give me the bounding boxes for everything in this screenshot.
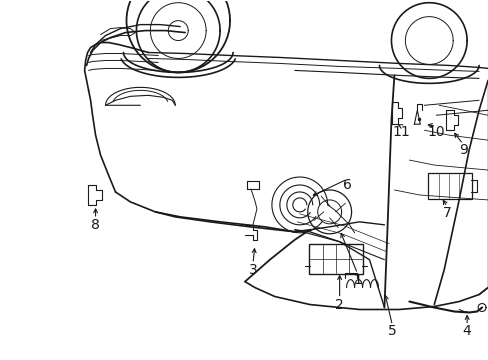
FancyBboxPatch shape <box>427 173 471 199</box>
Text: 9: 9 <box>458 143 467 157</box>
Text: 4: 4 <box>462 324 470 338</box>
Text: 1: 1 <box>352 273 361 287</box>
Text: 11: 11 <box>392 125 409 139</box>
Text: 3: 3 <box>248 263 257 276</box>
FancyBboxPatch shape <box>308 244 362 274</box>
Text: 5: 5 <box>387 324 396 338</box>
Text: 2: 2 <box>335 297 343 311</box>
Text: 10: 10 <box>427 125 444 139</box>
Text: 8: 8 <box>91 218 100 232</box>
Text: 7: 7 <box>442 206 450 220</box>
Text: 6: 6 <box>343 178 351 192</box>
